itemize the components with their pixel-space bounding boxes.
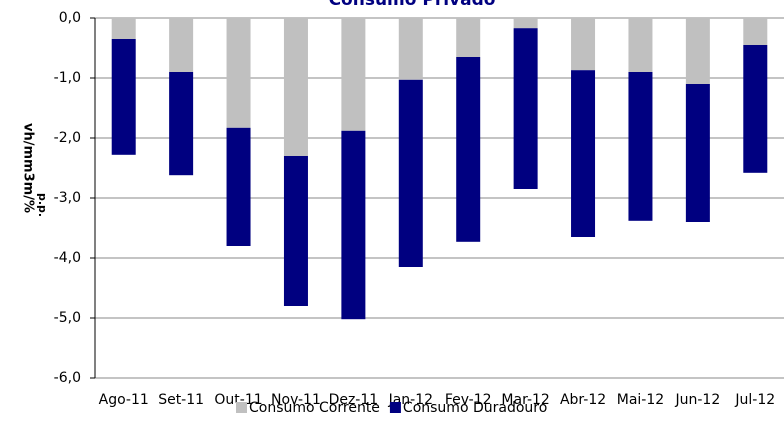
bar-segment [283,18,308,156]
bar-segment [628,72,653,221]
y-axis-unit: p.p. [36,193,49,217]
x-tick-label: Mar-12 [501,392,549,408]
y-tick-label: -5,0 [54,310,81,326]
bar-segment [513,28,538,190]
x-tick-label: Out-11 [214,392,262,408]
x-tick-label: Set-11 [158,392,204,408]
x-tick-label: Dez-11 [329,392,379,408]
bar-segment [456,57,481,242]
bar-segment [398,79,423,267]
bar-segment [571,70,596,237]
y-tick-label: 0,0 [59,10,81,26]
bar-segment [456,18,481,57]
chart-title: Consumo Privado [329,0,496,10]
bar-segment [226,18,251,128]
bar-segment [226,127,251,246]
bar-segment [743,45,768,173]
x-tick-label: Fev-12 [445,392,492,408]
legend-label: Consumo Corrente [249,400,380,416]
bar-segment [685,84,710,222]
x-tick-label: Nov-11 [271,392,321,408]
bar-segment [628,18,653,72]
bar-segment [341,130,366,320]
legend-label: Consumo Duradouro [403,400,547,416]
x-tick-label: Jun-12 [675,392,721,408]
bar-segment [341,18,366,131]
bar-segment [111,18,136,39]
bar-segment [398,18,423,80]
y-tick-label: -1,0 [54,70,81,86]
x-tick-label: Ago-11 [99,392,149,408]
bar-segment [743,18,768,45]
x-tick-label: Jul-12 [734,392,775,408]
y-tick-label: -4,0 [54,250,81,266]
bar-segment [571,18,596,71]
legend-swatch [389,402,401,413]
legend-swatch [236,402,247,413]
y-tick-label: -3,0 [54,190,81,206]
x-tick-label: Mai-12 [617,392,664,408]
x-tick-label: Abr-12 [560,392,606,408]
y-axis-label: vh/mm3m/% [21,123,36,213]
bar-segment [513,18,538,29]
bar-segment [283,156,308,306]
bar-segment [111,39,136,155]
y-tick-label: -6,0 [54,370,81,386]
bar-segment [169,72,194,176]
y-tick-label: -2,0 [54,130,81,146]
bar-segment [685,18,710,84]
bar-segment [169,18,194,72]
